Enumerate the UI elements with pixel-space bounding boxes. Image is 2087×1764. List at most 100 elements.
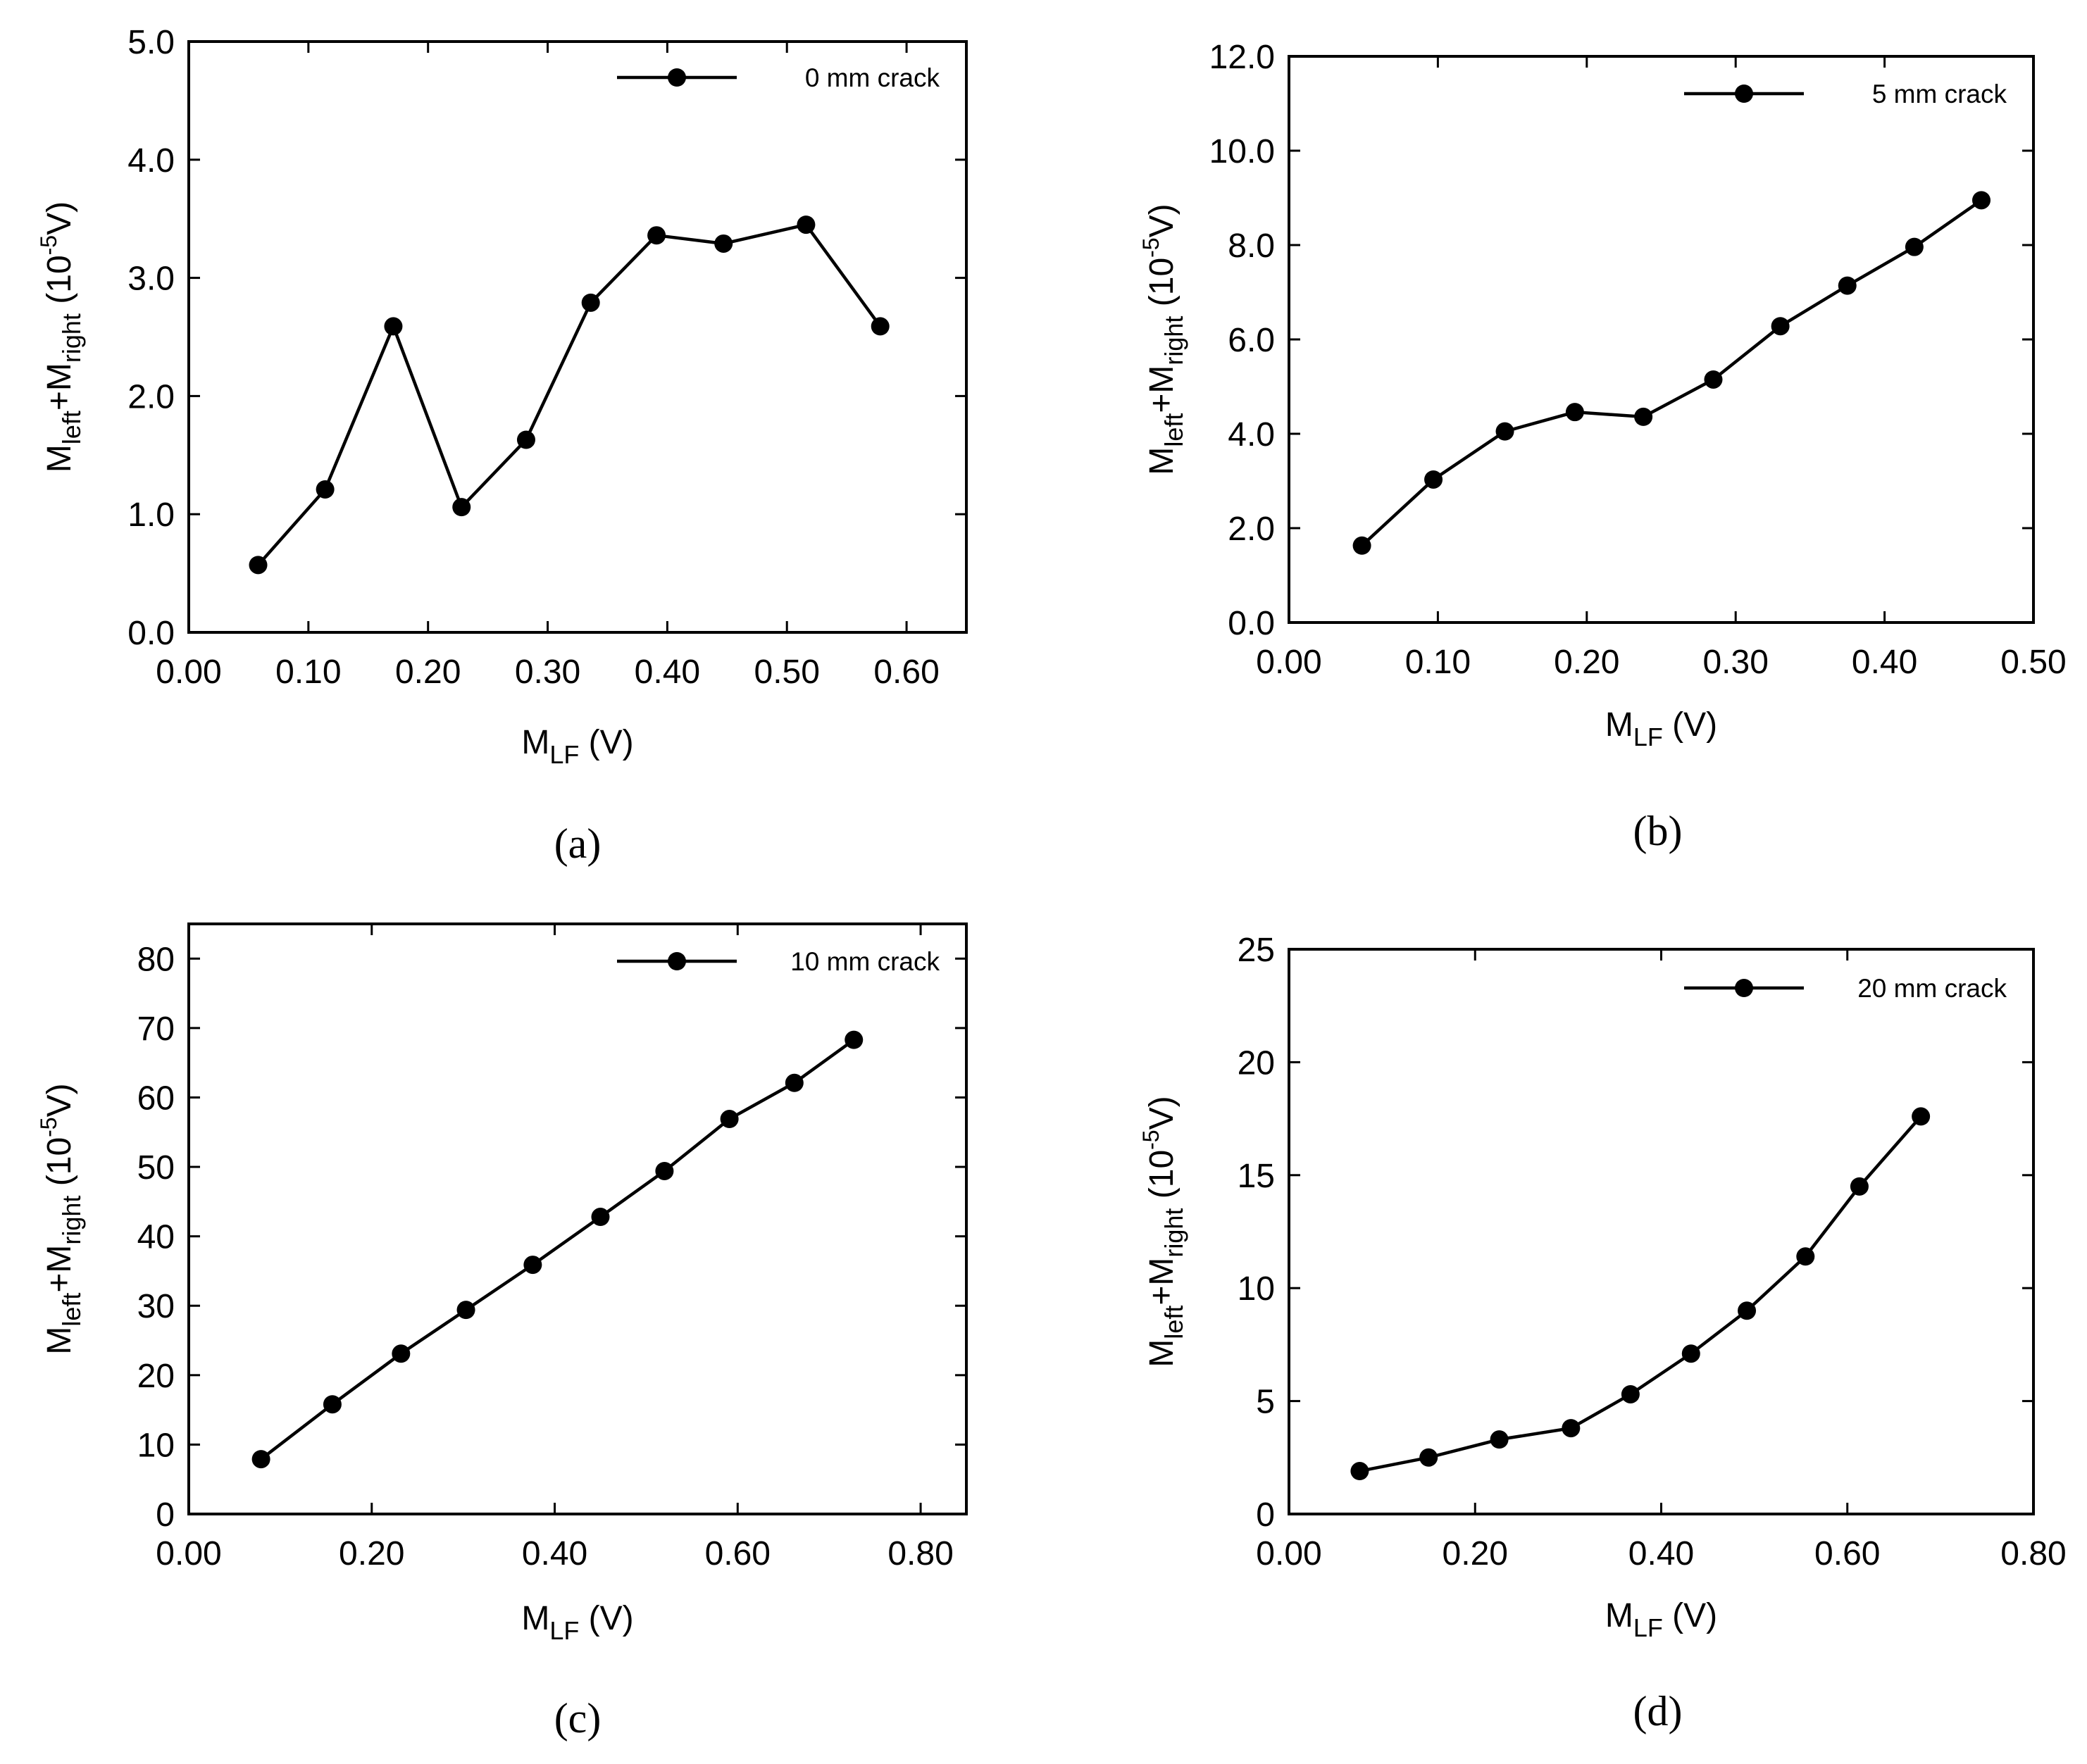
y-tick-label: 8.0 bbox=[1228, 227, 1275, 265]
x-tick-label: 0.40 bbox=[1852, 644, 1917, 681]
data-point bbox=[1495, 422, 1514, 441]
y-tick-label: 30 bbox=[137, 1288, 175, 1325]
y-tick-label: 50 bbox=[137, 1149, 175, 1187]
x-tick-label: 0.40 bbox=[522, 1535, 587, 1572]
data-point bbox=[384, 317, 403, 336]
x-axis-title: MLF (V) bbox=[1605, 1597, 1717, 1642]
x-tick-label: 0.20 bbox=[339, 1535, 404, 1572]
plot-frame bbox=[1288, 55, 2035, 624]
plot-frame bbox=[187, 40, 968, 634]
data-point bbox=[249, 556, 268, 575]
x-tick-label: 0.60 bbox=[705, 1535, 771, 1572]
y-tick-label: 60 bbox=[137, 1080, 175, 1117]
data-point bbox=[251, 1450, 270, 1469]
x-tick-label: 0.30 bbox=[515, 653, 580, 691]
y-tick-label: 3.0 bbox=[127, 261, 175, 298]
y-tick-label: 6.0 bbox=[1228, 322, 1275, 359]
data-point bbox=[871, 317, 890, 336]
x-tick-label: 0.80 bbox=[887, 1535, 953, 1572]
y-axis-title: Mleft+Mright (10-5V) bbox=[1138, 1096, 1188, 1367]
y-tick-label: 5 bbox=[1256, 1384, 1275, 1421]
data-point bbox=[1738, 1301, 1757, 1320]
data-point bbox=[591, 1208, 610, 1227]
data-point bbox=[1565, 403, 1584, 422]
y-axis-title: Mleft+Mright (10-5V) bbox=[36, 1083, 86, 1354]
y-tick-label: 70 bbox=[137, 1011, 175, 1048]
data-point bbox=[1490, 1430, 1509, 1449]
data-point bbox=[316, 480, 335, 499]
series-line bbox=[1361, 199, 1983, 547]
plot-frame bbox=[187, 922, 968, 1515]
x-tick-label: 0.20 bbox=[1443, 1535, 1508, 1572]
y-tick-label: 4.0 bbox=[127, 142, 175, 180]
data-point bbox=[323, 1395, 342, 1414]
data-point bbox=[523, 1256, 542, 1275]
legend-label: 5 mm crack bbox=[1872, 80, 2007, 108]
y-tick-label: 4.0 bbox=[1228, 416, 1275, 453]
x-tick-label: 0.00 bbox=[1256, 1535, 1321, 1572]
legend-marker bbox=[668, 952, 686, 970]
x-axis-title: MLF (V) bbox=[1605, 706, 1717, 751]
series-line bbox=[260, 1038, 855, 1460]
y-tick-label: 20 bbox=[137, 1358, 175, 1395]
legend-marker bbox=[1735, 979, 1753, 997]
x-tick-label: 0.50 bbox=[754, 653, 820, 691]
series-line bbox=[1359, 1115, 1922, 1473]
panel-label: (b) bbox=[1633, 808, 1683, 854]
data-point bbox=[456, 1301, 475, 1320]
data-point bbox=[581, 293, 600, 312]
data-point bbox=[785, 1073, 804, 1092]
y-tick-label: 40 bbox=[137, 1219, 175, 1256]
data-point bbox=[655, 1161, 674, 1180]
data-point bbox=[1771, 317, 1790, 336]
y-axis-title: Mleft+Mright (10-5V) bbox=[1138, 204, 1188, 475]
data-point bbox=[714, 234, 733, 253]
x-tick-label: 0.20 bbox=[395, 653, 461, 691]
legend-marker bbox=[1735, 85, 1753, 103]
x-tick-label: 0.10 bbox=[1405, 644, 1471, 681]
x-tick-label: 0.60 bbox=[1814, 1535, 1880, 1572]
panel-label: (a) bbox=[554, 820, 602, 867]
legend-label: 0 mm crack bbox=[805, 63, 940, 92]
data-point bbox=[1621, 1384, 1640, 1403]
legend-label: 10 mm crack bbox=[790, 947, 940, 976]
data-point bbox=[1912, 1107, 1931, 1126]
chart-panel-c: 0.00 0.20 0.40 0.60 0.80 0 10 20 30 40 50 60 70 80 10 … bbox=[36, 922, 968, 1741]
y-tick-label: 0 bbox=[1256, 1496, 1275, 1534]
data-point bbox=[647, 226, 666, 245]
y-tick-label: 10 bbox=[137, 1427, 175, 1464]
data-point bbox=[1972, 191, 1991, 210]
y-tick-label: 12.0 bbox=[1209, 39, 1275, 76]
x-axis-title: MLF (V) bbox=[521, 1600, 633, 1645]
y-tick-label: 10.0 bbox=[1209, 133, 1275, 170]
data-point bbox=[1796, 1247, 1815, 1266]
legend-marker bbox=[668, 68, 686, 87]
x-tick-label: 0.30 bbox=[1702, 644, 1768, 681]
x-axis-title: MLF (V) bbox=[521, 724, 633, 769]
series-line bbox=[256, 223, 882, 566]
x-tick-label: 0.40 bbox=[1628, 1535, 1694, 1572]
data-point bbox=[1838, 276, 1857, 295]
y-tick-label: 2.0 bbox=[127, 378, 175, 415]
plot-frame bbox=[1288, 948, 2035, 1515]
data-point bbox=[1424, 470, 1443, 489]
x-tick-label: 0.80 bbox=[2000, 1535, 2066, 1572]
data-point bbox=[392, 1344, 411, 1363]
data-point bbox=[797, 215, 816, 234]
y-tick-label: 10 bbox=[1238, 1270, 1275, 1308]
data-point bbox=[720, 1110, 739, 1129]
y-tick-label: 0.0 bbox=[1228, 605, 1275, 642]
y-tick-label: 5.0 bbox=[127, 24, 175, 61]
x-tick-label: 0.20 bbox=[1554, 644, 1619, 681]
data-point bbox=[845, 1030, 864, 1049]
data-point bbox=[1352, 536, 1371, 555]
y-tick-label: 1.0 bbox=[127, 496, 175, 534]
chart-panel-d: 0.00 0.20 0.40 0.60 0.80 0 5 10 15 20 25 20 mm crac… bbox=[1138, 932, 2067, 1734]
panel-label: (d) bbox=[1633, 1688, 1683, 1734]
data-point bbox=[516, 430, 535, 449]
y-tick-label: 80 bbox=[137, 941, 175, 978]
x-tick-label: 0.00 bbox=[156, 1535, 221, 1572]
data-point bbox=[1562, 1419, 1581, 1438]
y-tick-label: 20 bbox=[1238, 1044, 1275, 1082]
